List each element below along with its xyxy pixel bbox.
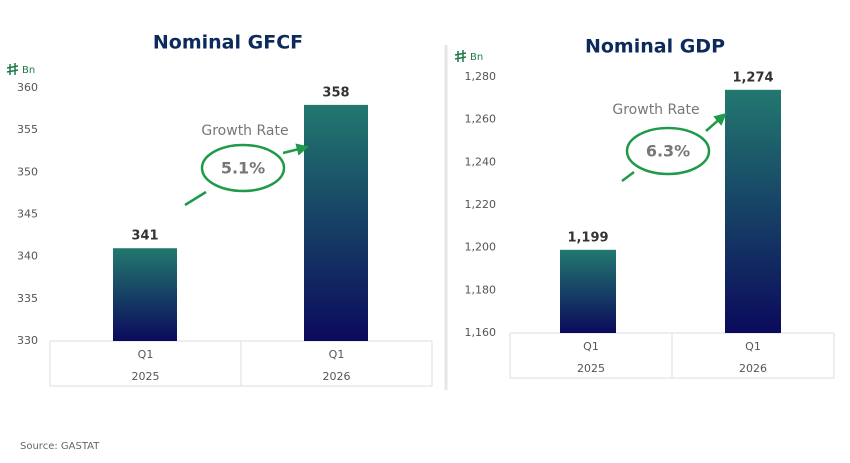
x-tick-label: Q1 xyxy=(329,348,345,361)
y-tick-label: 1,260 xyxy=(465,113,497,126)
source: Source: GASTAT xyxy=(20,441,100,452)
annotation-label: Growth Rate xyxy=(201,123,288,139)
annotation-ellipse xyxy=(625,126,711,176)
annotation-value: 5.1% xyxy=(221,159,265,178)
arrow-tail xyxy=(184,190,207,207)
arrow-tail xyxy=(621,171,635,182)
bar xyxy=(113,248,177,341)
x-tick-label: Q1 xyxy=(138,348,154,361)
x-year-label: 2025 xyxy=(132,370,160,383)
unit-label: Bn xyxy=(22,65,35,76)
bar xyxy=(725,89,781,333)
x-year-label: 2026 xyxy=(323,370,351,383)
value-label: 1,274 xyxy=(732,70,773,85)
value-label: 341 xyxy=(131,229,158,244)
y-tick-label: 340 xyxy=(17,250,38,263)
x-year-label: 2025 xyxy=(577,362,605,375)
y-tick-label: 360 xyxy=(17,81,38,94)
annotation-value: 6.3% xyxy=(646,142,690,161)
y-tick-label: 345 xyxy=(17,208,38,221)
bar xyxy=(304,104,368,341)
value-label: 1,199 xyxy=(567,230,608,245)
chart-title: Nominal GDP xyxy=(585,36,725,58)
category-grid xyxy=(49,340,433,387)
currency-icon xyxy=(6,63,19,75)
value-label: 358 xyxy=(322,85,349,100)
annotation-label: Growth Rate xyxy=(612,102,699,118)
y-tick-label: 1,180 xyxy=(465,283,497,296)
y-tick-label: 1,240 xyxy=(465,155,497,168)
arrow-head xyxy=(282,143,310,156)
y-tick-label: 330 xyxy=(17,334,38,347)
y-tick-label: 1,280 xyxy=(465,70,497,83)
y-tick-label: 335 xyxy=(17,292,38,305)
y-tick-label: 350 xyxy=(17,165,38,178)
unit-label: Bn xyxy=(470,52,483,63)
y-tick-label: 1,200 xyxy=(465,241,497,254)
category-grid xyxy=(509,332,835,379)
x-tick-label: Q1 xyxy=(745,340,761,353)
y-tick-label: 1,220 xyxy=(465,198,497,211)
x-year-label: 2026 xyxy=(739,362,767,375)
bar xyxy=(560,249,616,333)
y-tick-label: 1,160 xyxy=(465,326,497,339)
y-tick-label: 355 xyxy=(17,123,38,136)
annotation-ellipse xyxy=(200,143,286,193)
chart-title: Nominal GFCF xyxy=(153,32,303,54)
currency-icon xyxy=(454,50,467,62)
x-tick-label: Q1 xyxy=(583,340,599,353)
arrow-head xyxy=(705,112,727,132)
